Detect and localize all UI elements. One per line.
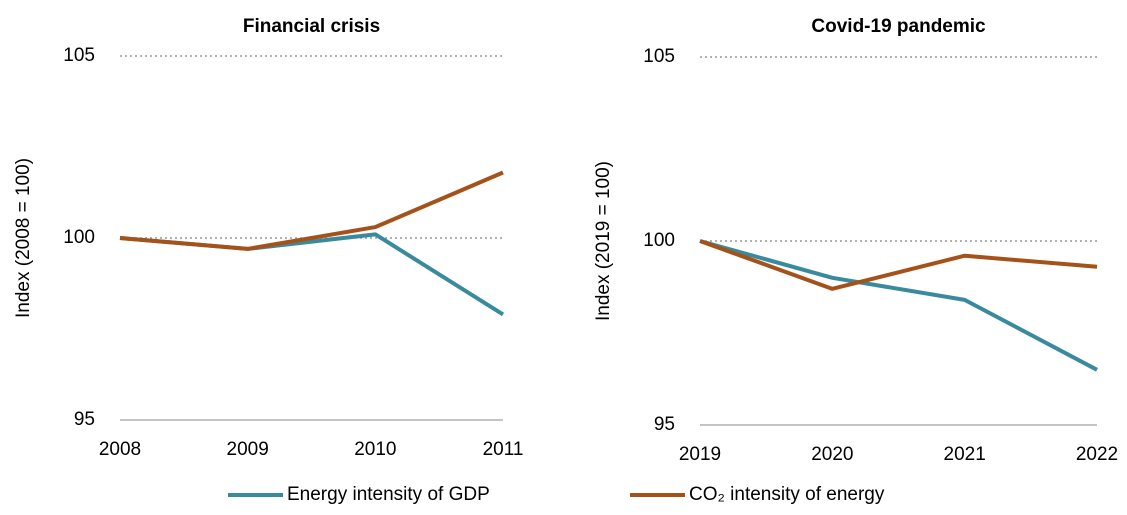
x-tick-label: 2008 <box>99 439 141 460</box>
x-tick-label: 2010 <box>354 439 396 460</box>
x-tick-label: 2021 <box>944 444 986 465</box>
x-tick-label: 2011 <box>483 439 524 460</box>
x-tick-label: 2020 <box>811 444 853 465</box>
chart-title: Financial crisis <box>243 16 380 37</box>
x-tick-label: 2019 <box>679 444 721 465</box>
series-line <box>699 239 1098 291</box>
y-axis-label: Index (2019 = 100) <box>593 161 614 321</box>
y-tick-label: 95 <box>654 414 675 435</box>
x-tick-label: 2009 <box>227 439 269 460</box>
x-tick-label: 2022 <box>1076 444 1118 465</box>
y-axis-label: Index (2008 = 100) <box>13 158 34 318</box>
legend-label: Energy intensity of GDP <box>287 484 490 505</box>
y-tick-label: 95 <box>74 409 95 430</box>
series-line <box>119 232 505 317</box>
chart-title: Covid-19 pandemic <box>811 16 986 37</box>
y-tick-label: 105 <box>643 46 675 67</box>
y-tick-label: 100 <box>643 230 675 251</box>
legend-label: CO₂ intensity of energy <box>689 484 885 505</box>
series-line <box>119 170 504 251</box>
y-tick-label: 105 <box>63 45 95 66</box>
y-tick-label: 100 <box>63 227 95 248</box>
series-line <box>699 239 1098 372</box>
